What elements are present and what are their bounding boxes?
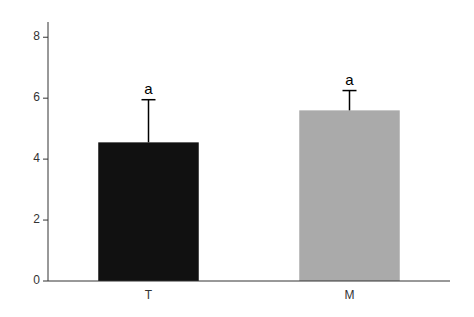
y-tick-label: 6: [33, 90, 40, 104]
annotation: a: [345, 71, 354, 88]
annotations: aa: [144, 71, 354, 97]
y-tick-label: 2: [33, 212, 40, 226]
annotation: a: [144, 80, 153, 97]
y-tick: [43, 37, 48, 38]
y-axis: 0 2 4 6 8: [33, 22, 48, 287]
y-axis-line: [48, 22, 49, 281]
error-bar-cap: [142, 99, 156, 101]
y-tick: [43, 220, 48, 221]
error-bar: [142, 100, 156, 143]
y-tick: [43, 98, 48, 99]
x-axis: TM: [48, 281, 450, 302]
y-tick-label: 4: [33, 151, 40, 165]
chart-container: 02468TMaa: [0, 0, 474, 317]
chart-svg: 02468TMaa: [0, 0, 474, 317]
y-tick-label: 8: [33, 29, 40, 43]
y-tick-label: 0: [33, 273, 40, 287]
error-bar: [343, 91, 357, 111]
y-tick: [43, 159, 48, 160]
x-tick-label: M: [345, 288, 355, 302]
error-bar-stem: [349, 91, 351, 111]
bar: [98, 142, 199, 281]
x-axis-line: [48, 281, 450, 282]
error-bar-cap: [343, 90, 357, 92]
bar: [299, 110, 400, 281]
y-tick: [43, 281, 48, 282]
x-tick-label: T: [145, 288, 153, 302]
plot-area: [98, 91, 400, 281]
error-bar-stem: [148, 100, 150, 143]
